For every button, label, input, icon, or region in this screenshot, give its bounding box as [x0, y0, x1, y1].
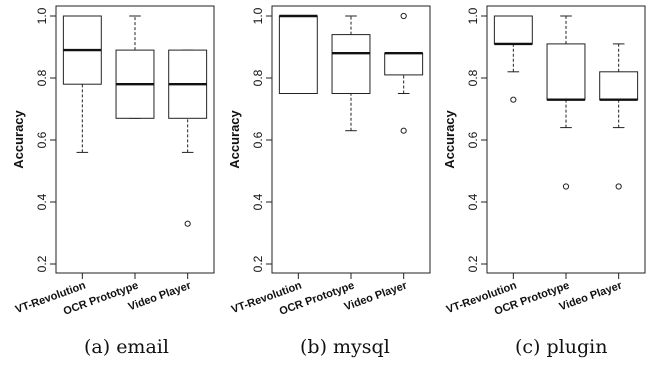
interquartile-box: [331, 34, 371, 94]
y-tick-label: 0.6: [251, 131, 265, 148]
y-tick-label: 0.2: [251, 255, 265, 272]
interquartile-box: [493, 15, 533, 45]
y-tick-label: 1.0: [466, 7, 480, 24]
panel-b: 0.20.40.60.81.0AccuracyVT-RevolutionOCR …: [227, 5, 431, 318]
y-tick-label: 0.6: [466, 131, 480, 148]
y-tick-label: 0.2: [35, 255, 49, 272]
y-tick-label: 0.2: [466, 255, 480, 272]
y-tick-label: 0.4: [466, 193, 480, 210]
y-tick-label: 1.0: [35, 7, 49, 24]
box-1: [278, 14, 318, 94]
y-tick-label: 0.4: [251, 193, 265, 210]
box-3: [599, 43, 639, 190]
box-1: [493, 15, 533, 103]
y-tick-label: 0.8: [35, 69, 49, 86]
box-1: [62, 15, 102, 153]
box-2: [546, 15, 586, 190]
panel-a: 0.20.40.60.81.0AccuracyVT-RevolutionOCR …: [11, 5, 215, 318]
interquartile-box: [278, 15, 318, 94]
y-tick-label: 0.4: [35, 193, 49, 210]
caption-c: (c) plugin: [515, 336, 608, 358]
box-2: [331, 15, 371, 132]
y-tick-label: 0.8: [466, 69, 480, 86]
box-2: [115, 15, 155, 119]
outlier-point: [510, 96, 517, 103]
outlier-point: [562, 183, 570, 190]
interquartile-box: [384, 52, 424, 76]
caption-a: (a) email: [84, 336, 169, 358]
y-tick-label: 0.6: [35, 131, 49, 148]
interquartile-box: [599, 71, 639, 101]
outlier-point: [400, 12, 407, 20]
interquartile-box: [546, 43, 586, 101]
outlier-point: [184, 220, 191, 227]
outlier-point: [615, 183, 622, 190]
box-3: [168, 49, 208, 227]
y-axis-label: Accuracy: [442, 109, 457, 168]
y-tick-label: 1.0: [251, 7, 265, 24]
caption-b: (b) mysql: [300, 336, 390, 358]
box-3: [384, 12, 424, 134]
y-axis-label: Accuracy: [11, 109, 26, 168]
outlier-point: [400, 127, 407, 134]
y-axis-label: Accuracy: [227, 109, 242, 168]
panel-c: 0.20.40.60.81.0AccuracyVT-RevolutionOCR …: [442, 5, 646, 318]
y-tick-label: 0.8: [251, 69, 265, 86]
